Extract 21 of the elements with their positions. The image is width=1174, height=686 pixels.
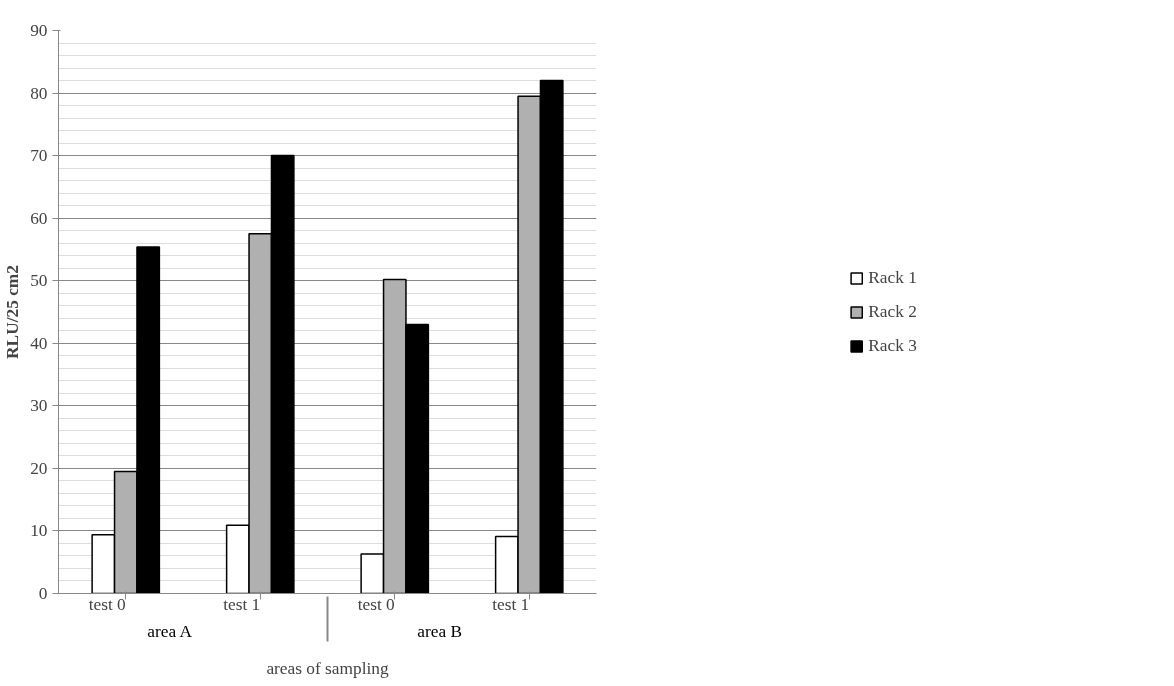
y-tick-label: 90 — [30, 21, 48, 40]
legend-label: Rack 2 — [868, 301, 917, 322]
x-tick-label: test 1 — [223, 595, 261, 614]
y-tick-label: 60 — [30, 208, 48, 228]
x-axis-title: areas of sampling — [266, 658, 389, 678]
text: area B — [417, 622, 462, 641]
y-tick-label: 10 — [30, 521, 48, 541]
x-tick-label: test 0 — [357, 595, 395, 614]
y-axis-title: RLU/25 cm2 — [3, 265, 23, 359]
y-tick-label: 0 — [38, 584, 48, 603]
y-tick-label: 30 — [30, 396, 48, 416]
x-tick-label: test 1 — [492, 595, 530, 614]
legend-label: Rack 1 — [868, 267, 917, 288]
y-tick-label: 40 — [30, 333, 48, 353]
y-tick-label: 50 — [30, 271, 48, 291]
legend-label: Rack 3 — [868, 335, 917, 356]
x-tick-label: test 0 — [88, 595, 126, 614]
text: area A — [147, 622, 193, 641]
y-tick-label: 80 — [30, 83, 48, 103]
y-tick-label: 70 — [30, 146, 48, 166]
y-tick-label: 20 — [30, 458, 48, 478]
